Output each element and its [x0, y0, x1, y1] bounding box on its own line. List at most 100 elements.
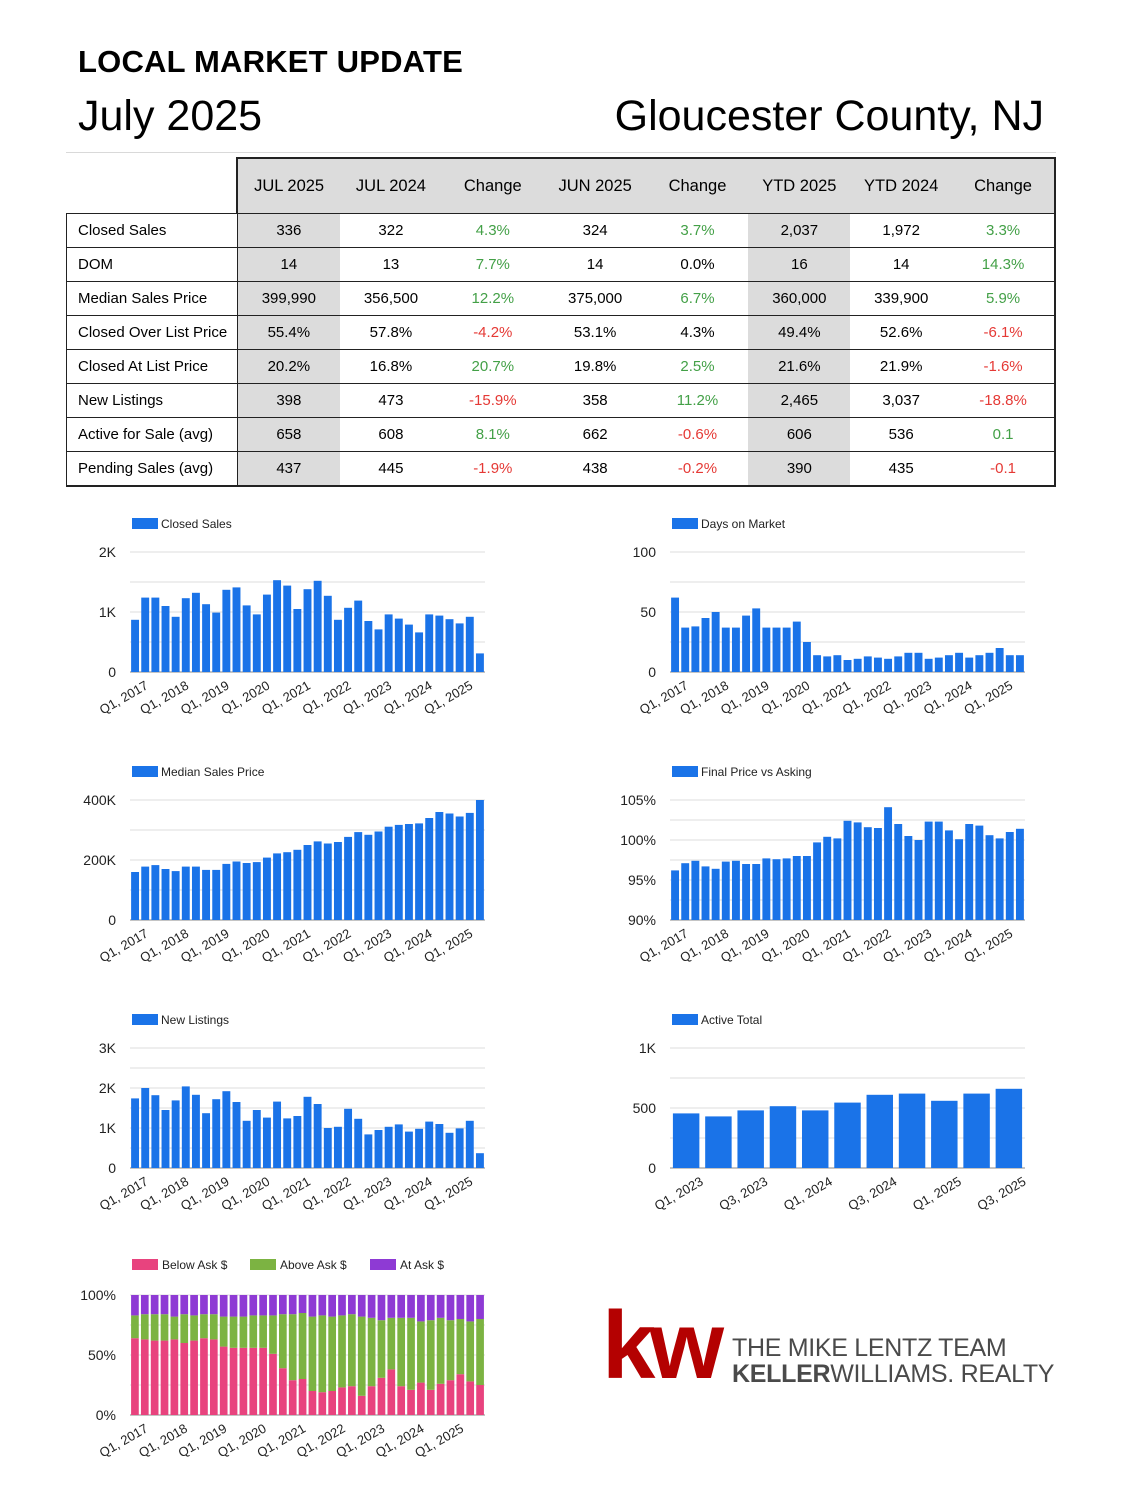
bar	[425, 1121, 434, 1168]
y-tick-label: 3K	[99, 1040, 117, 1056]
stacked-bar-segment	[190, 1340, 198, 1415]
stacked-bar-segment	[308, 1316, 317, 1391]
bar	[475, 800, 484, 920]
stacked-bar-segment	[239, 1295, 248, 1317]
stacked-bar-segment	[279, 1295, 287, 1315]
bar	[131, 872, 140, 920]
y-tick-label: 100	[633, 544, 657, 560]
bar	[415, 1128, 424, 1168]
stacked-bar-segment	[338, 1387, 346, 1415]
stacked-bar-segment	[160, 1314, 169, 1341]
stacked-bar-segment	[200, 1338, 208, 1415]
stacked-bar-segment	[298, 1295, 307, 1313]
legend-label: Days on Market	[701, 517, 786, 531]
stacked-bar-segment	[239, 1347, 248, 1415]
bar	[731, 627, 740, 672]
table-cell: 0.1	[952, 417, 1056, 452]
stacked-bar-segment	[328, 1295, 336, 1317]
bar	[293, 1116, 302, 1168]
bar	[283, 585, 292, 672]
legend-label: At Ask $	[400, 1258, 444, 1272]
bar	[293, 609, 302, 672]
bar	[985, 652, 994, 672]
row-label: Pending Sales (avg)	[66, 451, 238, 487]
table-row: DOM 14 13 7.7% 14 0.0% 16 14 14.3%	[66, 247, 1056, 282]
bar	[364, 1134, 373, 1168]
table-cell: -4.2%	[441, 315, 544, 350]
bar	[232, 587, 241, 672]
stacked-bar-segment	[357, 1295, 366, 1317]
stacked-bar-segment	[466, 1295, 475, 1322]
table-row: Pending Sales (avg) 437 445 -1.9% 438 -0.2% 39…	[66, 451, 1056, 487]
stacked-bar-segment	[288, 1380, 297, 1415]
x-tick-label: Q3, 2025	[975, 1174, 1029, 1214]
legend-swatch	[132, 518, 158, 529]
stacked-bar-segment	[160, 1340, 169, 1415]
row-label: Closed Sales	[66, 213, 238, 248]
stacked-bar-segment	[150, 1314, 159, 1341]
table-cell: 16	[748, 247, 851, 282]
stacked-bar-segment	[397, 1295, 406, 1318]
bar	[141, 866, 150, 920]
table-cell: 20.2%	[237, 349, 341, 384]
stacked-bar-segment	[387, 1295, 396, 1318]
stacked-bar-segment	[160, 1295, 169, 1315]
bar	[374, 831, 383, 920]
bar	[731, 860, 740, 920]
bar	[884, 658, 893, 672]
bar	[455, 816, 464, 920]
table-cell: 21.6%	[748, 349, 851, 384]
bar	[445, 619, 454, 672]
table-cell: 14.3%	[952, 247, 1056, 282]
bar	[242, 605, 251, 672]
row-label: New Listings	[66, 383, 238, 418]
table-cell: 437	[237, 451, 341, 487]
company-name-rest: WILLIAMS.	[830, 1360, 954, 1388]
stacked-bar-segment	[476, 1295, 484, 1319]
stacked-bar-segment	[426, 1295, 435, 1321]
row-label: Closed At List Price	[66, 349, 238, 384]
bar	[161, 1110, 170, 1168]
bar	[252, 614, 261, 672]
bar	[181, 598, 190, 672]
stacked-bar-segment	[190, 1315, 198, 1341]
table-cell: 5.9%	[952, 281, 1056, 316]
stacked-bar-segment	[140, 1314, 149, 1340]
legend-label: Below Ask $	[162, 1258, 228, 1272]
table-cell: -0.2%	[646, 451, 749, 487]
table-cell: 55.4%	[237, 315, 341, 350]
bar	[273, 853, 282, 920]
bar	[1015, 655, 1024, 672]
stacked-bar-segment	[298, 1313, 307, 1379]
stacked-bar-segment	[426, 1320, 435, 1390]
stacked-bar-segment	[249, 1347, 258, 1415]
stacked-bar-segment	[259, 1315, 267, 1348]
stacked-bar-segment	[318, 1295, 327, 1316]
stacked-bar-segment	[219, 1295, 228, 1317]
column-header: Change	[441, 157, 544, 214]
table-cell: 57.8%	[340, 315, 442, 350]
legend-swatch	[672, 1014, 698, 1025]
bar	[834, 1102, 861, 1168]
bar	[853, 822, 862, 920]
table-cell: 53.1%	[543, 315, 647, 350]
stacked-bar-segment	[377, 1377, 386, 1415]
bar	[863, 656, 872, 672]
bar	[191, 1094, 200, 1168]
bar	[141, 1088, 150, 1168]
stacked-bar-segment	[338, 1295, 346, 1316]
stacked-bar-segment	[131, 1295, 139, 1316]
stacked-bar-segment	[190, 1295, 198, 1316]
y-tick-label: 100%	[620, 832, 656, 848]
stacked-bar-segment	[338, 1315, 346, 1388]
table-cell: 4.3%	[441, 213, 544, 248]
table-cell: 398	[237, 383, 341, 418]
stacked-bar-segment	[140, 1295, 149, 1315]
bar	[934, 657, 943, 672]
bar	[711, 612, 720, 672]
bar	[955, 652, 964, 672]
bar	[801, 1110, 829, 1168]
stacked-bar-segment	[476, 1319, 484, 1385]
bar	[762, 627, 771, 672]
bar	[151, 1095, 160, 1168]
